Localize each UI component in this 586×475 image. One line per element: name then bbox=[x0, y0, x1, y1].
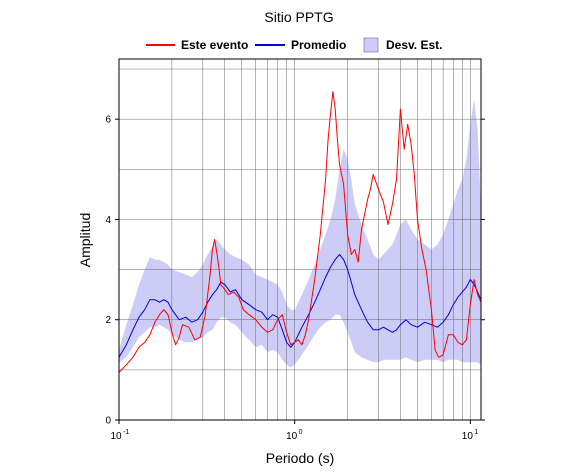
x-tick-exponent: 1 bbox=[474, 429, 478, 436]
y-tick-label: 2 bbox=[105, 315, 111, 326]
x-tick-exponent: -1 bbox=[123, 429, 129, 436]
x-tick-label: 10 bbox=[110, 431, 122, 442]
grid-layer bbox=[119, 59, 481, 420]
series-line-promedio bbox=[118, 254, 482, 358]
chart-title: Sitio PPTG bbox=[264, 9, 333, 25]
legend: Este evento Promedio Desv. Est. bbox=[146, 37, 442, 53]
x-tick-label: 10 bbox=[462, 431, 474, 442]
legend-label-este-evento: Este evento bbox=[181, 38, 248, 52]
x-tick-label: 10 bbox=[286, 431, 298, 442]
x-tick-exponent: 0 bbox=[299, 429, 303, 436]
x-axis-label: Periodo (s) bbox=[266, 450, 334, 466]
y-tick-label: 4 bbox=[105, 215, 111, 226]
std-deviation-band bbox=[119, 99, 481, 368]
y-axis-label: Amplitud bbox=[77, 213, 93, 267]
y-tick-label: 6 bbox=[105, 115, 111, 126]
legend-swatch-desv-est bbox=[363, 37, 379, 53]
legend-label-desv-est: Desv. Est. bbox=[386, 38, 442, 52]
y-tick-label: 0 bbox=[105, 416, 111, 427]
plot-frame bbox=[118, 58, 482, 421]
std-band-layer bbox=[119, 99, 481, 368]
series-line-este-evento bbox=[118, 91, 482, 373]
legend-label-promedio: Promedio bbox=[291, 38, 346, 52]
series-line-layer bbox=[118, 91, 482, 373]
